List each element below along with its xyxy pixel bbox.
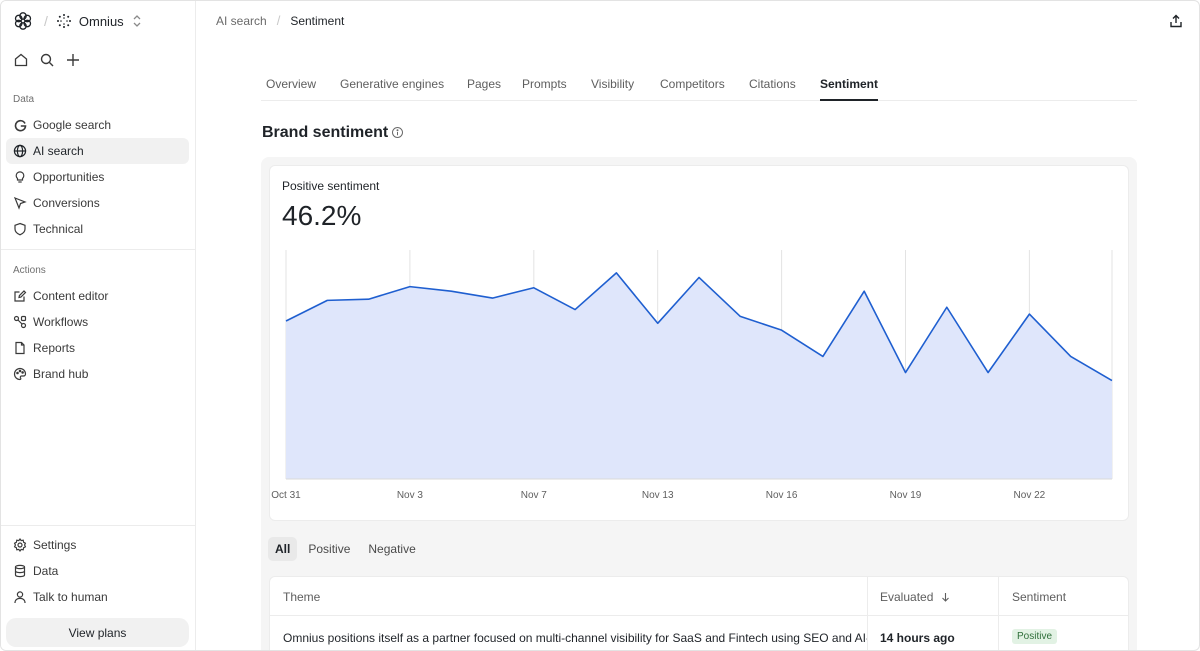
- tab-pages[interactable]: Pages: [467, 77, 502, 91]
- column-divider: [998, 577, 999, 650]
- sidebar-item-label: Settings: [33, 538, 77, 552]
- sidebar-item-conversions[interactable]: Conversions: [6, 190, 189, 216]
- tab-overview[interactable]: Overview: [266, 77, 317, 91]
- view-plans-button[interactable]: View plans: [6, 618, 189, 647]
- metric-label: Positive sentiment: [282, 179, 380, 193]
- x-tick-label: Nov 19: [890, 490, 922, 501]
- x-tick-label: Oct 31: [271, 490, 301, 501]
- arrow-down-icon: [942, 593, 950, 602]
- sidebar-item-label: Technical: [33, 222, 84, 236]
- workspace-switcher[interactable]: / Omnius: [12, 10, 142, 32]
- divider: [1, 249, 196, 250]
- dots-circle-icon: [56, 13, 72, 29]
- filter-positive[interactable]: Positive: [308, 542, 351, 556]
- chevron-up-down-icon: [132, 14, 142, 28]
- sidebar-item-label: Reports: [33, 341, 76, 355]
- sidebar-item-talk-to-human[interactable]: Talk to human: [6, 584, 189, 610]
- sidebar-item-opportunities[interactable]: Opportunities: [6, 164, 189, 190]
- tab-visibility[interactable]: Visibility: [591, 77, 635, 91]
- workspace-name: Omnius: [78, 13, 124, 29]
- sidebar-item-content-editor[interactable]: Content editor: [6, 283, 189, 309]
- column-header-theme[interactable]: Theme: [283, 590, 321, 604]
- theme-table: Theme Evaluated Sentiment Omnius positio…: [269, 576, 1129, 650]
- home-icon[interactable]: [12, 51, 30, 69]
- x-tick-label: Nov 16: [766, 490, 798, 501]
- info-icon[interactable]: [391, 126, 404, 139]
- sidebar-item-data[interactable]: Data: [6, 558, 189, 584]
- search-icon[interactable]: [38, 51, 56, 69]
- document-icon: [13, 341, 27, 355]
- cursor-icon: [13, 196, 27, 210]
- sidebar-item-label: Data: [33, 564, 59, 578]
- breadcrumb-link-ai-search[interactable]: AI search: [216, 13, 267, 28]
- table-cell-evaluated: 14 hours ago: [880, 631, 955, 645]
- table-cell-theme[interactable]: Omnius positions itself as a partner foc…: [283, 631, 867, 645]
- sidebar-item-label: Google search: [33, 118, 112, 132]
- plus-icon[interactable]: [64, 51, 82, 69]
- active-tab-indicator: [820, 99, 878, 101]
- sentiment-filter: All Positive Negative: [268, 537, 423, 561]
- sentiment-area: [286, 272, 1112, 479]
- tab-competitors[interactable]: Competitors: [660, 77, 725, 91]
- sidebar-item-label: Opportunities: [33, 170, 105, 184]
- column-header-sentiment[interactable]: Sentiment: [1012, 590, 1067, 604]
- lightbulb-icon: [13, 170, 27, 184]
- sidebar-item-brand-hub[interactable]: Brand hub: [6, 361, 189, 387]
- filter-all[interactable]: All: [268, 537, 298, 561]
- database-icon: [13, 564, 27, 578]
- sidebar-item-google-search[interactable]: Google search: [6, 112, 189, 138]
- globe-icon: [13, 144, 27, 158]
- page-title: Brand sentiment: [262, 124, 389, 141]
- x-tick-label: Nov 7: [521, 490, 548, 501]
- edit-icon: [13, 289, 27, 303]
- share-icon[interactable]: [1167, 12, 1185, 30]
- sidebar-item-label: Talk to human: [33, 590, 108, 604]
- column-header-label: Evaluated: [880, 590, 934, 604]
- breadcrumb: AI search / Sentiment: [216, 13, 344, 28]
- tab-sentiment[interactable]: Sentiment: [820, 77, 879, 91]
- sidebar: / Omnius Data: [1, 1, 196, 650]
- palette-icon: [13, 367, 27, 381]
- tab-generative-engines[interactable]: Generative engines: [340, 77, 445, 91]
- workflow-icon: [13, 315, 27, 329]
- sidebar-item-ai-search[interactable]: AI search: [6, 138, 189, 164]
- filter-negative[interactable]: Negative: [368, 542, 416, 556]
- breadcrumb-separator: /: [276, 13, 281, 28]
- column-divider: [867, 577, 868, 650]
- tab-prompts[interactable]: Prompts: [522, 77, 567, 91]
- metric-value: 46.2%: [282, 200, 362, 231]
- section-label-actions: Actions: [13, 265, 46, 276]
- sidebar-item-workflows[interactable]: Workflows: [6, 309, 189, 335]
- separator: /: [44, 13, 48, 29]
- person-icon: [13, 590, 27, 604]
- tab-bar: Overview Generative engines Pages Prompt…: [261, 73, 1137, 101]
- row-divider: [270, 615, 1128, 616]
- sidebar-item-label: Conversions: [33, 196, 100, 210]
- google-icon: [13, 118, 27, 132]
- sidebar-item-settings[interactable]: Settings: [6, 532, 189, 558]
- sentiment-series-line: [285, 272, 1113, 382]
- x-tick-label: Nov 13: [642, 490, 674, 501]
- column-header-evaluated[interactable]: Evaluated: [880, 590, 950, 604]
- gear-icon: [13, 538, 27, 552]
- sidebar-item-label: Brand hub: [33, 367, 89, 381]
- status-badge: Positive: [1012, 629, 1058, 644]
- tab-citations[interactable]: Citations: [749, 77, 796, 91]
- x-tick-label: Nov 3: [397, 490, 424, 501]
- flower-logo-icon[interactable]: [12, 10, 34, 32]
- sidebar-item-label: AI search: [33, 144, 84, 158]
- shield-icon: [13, 222, 27, 236]
- quick-actions: [12, 51, 82, 69]
- sidebar-item-technical[interactable]: Technical: [6, 216, 189, 242]
- divider: [1, 525, 196, 526]
- sidebar-item-reports[interactable]: Reports: [6, 335, 189, 361]
- sidebar-item-label: Content editor: [33, 289, 109, 303]
- breadcrumb-current: Sentiment: [290, 13, 345, 28]
- x-tick-label: Nov 22: [1014, 490, 1046, 501]
- sidebar-item-label: Workflows: [33, 315, 89, 329]
- section-label-data: Data: [13, 94, 35, 105]
- sentiment-area-chart: Oct 31 Nov 3 Nov 7 Nov 13 Nov 16 Nov 19 Nov 22: [271, 250, 1113, 501]
